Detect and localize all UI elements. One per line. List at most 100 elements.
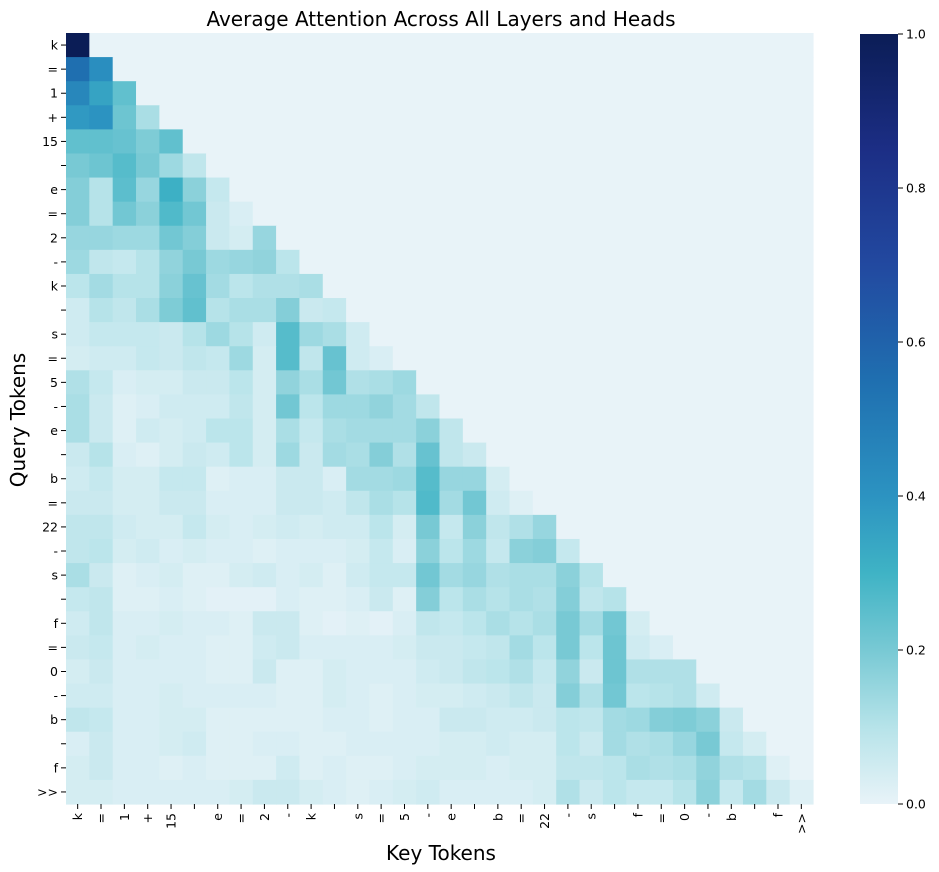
heatmap-cell-masked [276, 153, 301, 179]
heatmap-cell-masked [509, 394, 534, 420]
heatmap-cell [322, 731, 347, 757]
heatmap-cell [89, 538, 114, 564]
x-tick-label: 5 [397, 813, 412, 821]
heatmap-cell [66, 105, 90, 130]
heatmap-cell [346, 538, 371, 564]
heatmap-cell [696, 683, 721, 709]
heatmap-cell [136, 177, 160, 203]
heatmap-cell [369, 779, 394, 805]
heatmap-cell-masked [602, 370, 627, 395]
heatmap-cell-masked [369, 322, 394, 347]
heatmap-cell-masked [369, 298, 394, 323]
heatmap-cell-masked [346, 201, 371, 227]
heatmap-cell [742, 731, 767, 757]
heatmap-cell-masked [602, 225, 627, 251]
heatmap-cell-masked [789, 683, 814, 709]
heatmap-cell [486, 683, 511, 709]
heatmap-cell-masked [392, 298, 417, 323]
heatmap-cell [696, 779, 721, 805]
heatmap-cell-masked [392, 177, 417, 203]
heatmap-cell [182, 249, 207, 275]
heatmap-cell [392, 683, 417, 709]
heatmap-cell-masked [462, 57, 487, 82]
heatmap-cell [112, 153, 137, 179]
heatmap-cell [159, 538, 184, 564]
y-tick-label: = [48, 640, 58, 655]
heatmap-cell-masked [789, 153, 814, 179]
heatmap-cell-masked [719, 201, 744, 227]
heatmap-cell-masked [416, 153, 441, 179]
heatmap-cell-masked [556, 322, 581, 347]
heatmap-cell [206, 707, 230, 733]
heatmap-cell [229, 587, 254, 612]
heatmap-cell-masked [276, 225, 301, 251]
heatmap-cell-masked [742, 707, 767, 733]
heatmap-cell [742, 779, 767, 805]
heatmap-cell-masked [789, 707, 814, 733]
heatmap-cell-masked [742, 273, 767, 299]
heatmap-cell [579, 635, 604, 661]
heatmap-cell-masked [789, 755, 814, 781]
heatmap-cell-masked [299, 105, 324, 130]
heatmap-cell [66, 635, 90, 661]
heatmap-cell [322, 370, 347, 395]
heatmap-cell [206, 731, 230, 757]
heatmap-cell-masked [462, 81, 487, 106]
heatmap-cell-masked [649, 563, 674, 588]
heatmap-cell [299, 683, 324, 709]
heatmap-cell [462, 707, 487, 733]
heatmap-cell [182, 394, 207, 420]
y-tick-label: f [54, 760, 59, 775]
heatmap-cell [159, 346, 184, 371]
heatmap-cell [369, 587, 394, 612]
heatmap-cell [159, 394, 184, 420]
heatmap-cell-masked [252, 33, 277, 58]
heatmap-cell [66, 587, 90, 612]
y-tick-label: 0 [50, 664, 58, 679]
heatmap-cell [532, 779, 557, 805]
heatmap-cell-masked [719, 418, 744, 444]
heatmap-cell-masked [696, 346, 721, 371]
heatmap-cell-masked [252, 153, 277, 179]
y-tick-label: e [50, 182, 58, 197]
heatmap-cell-masked [276, 129, 301, 155]
heatmap-cell-masked [276, 105, 301, 130]
heatmap-cell [112, 322, 137, 347]
x-tick-label: e [210, 813, 225, 821]
heatmap-cell-masked [602, 538, 627, 564]
heatmap-cell [416, 490, 441, 516]
heatmap-cell [66, 731, 90, 757]
heatmap-cell-masked [439, 273, 464, 299]
heatmap-cell-masked [369, 177, 394, 203]
heatmap-cell-masked [439, 249, 464, 275]
heatmap-cell-masked [439, 105, 464, 130]
heatmap-cell-masked [369, 105, 394, 130]
heatmap-cell-masked [159, 33, 184, 58]
heatmap-cell [89, 273, 114, 299]
heatmap-cell-masked [416, 249, 441, 275]
heatmap-cell-masked [252, 81, 277, 106]
heatmap-cell-masked [579, 442, 604, 468]
heatmap-cell-masked [509, 33, 534, 58]
heatmap-cell-masked [719, 129, 744, 155]
heatmap-cell-masked [229, 57, 254, 82]
heatmap-cell-masked [112, 57, 137, 82]
heatmap-cell-masked [672, 273, 697, 299]
heatmap-cell-masked [579, 81, 604, 106]
heatmap-cell-masked [556, 418, 581, 444]
heatmap-cell [89, 57, 114, 82]
heatmap-cell [159, 587, 184, 612]
heatmap-cell-masked [626, 81, 651, 106]
heatmap-cell [136, 635, 160, 661]
heatmap-cell-masked [439, 81, 464, 106]
heatmap-cell [276, 514, 301, 540]
heatmap-cell [206, 514, 230, 540]
heatmap-cell-masked [789, 563, 814, 588]
heatmap-cell [66, 779, 90, 805]
heatmap-cell-masked [742, 611, 767, 636]
heatmap-cell-masked [649, 273, 674, 299]
heatmap-cell-masked [789, 81, 814, 106]
heatmap-cell-masked [206, 129, 230, 155]
heatmap-cell [719, 707, 744, 733]
heatmap-cell-masked [766, 442, 791, 468]
